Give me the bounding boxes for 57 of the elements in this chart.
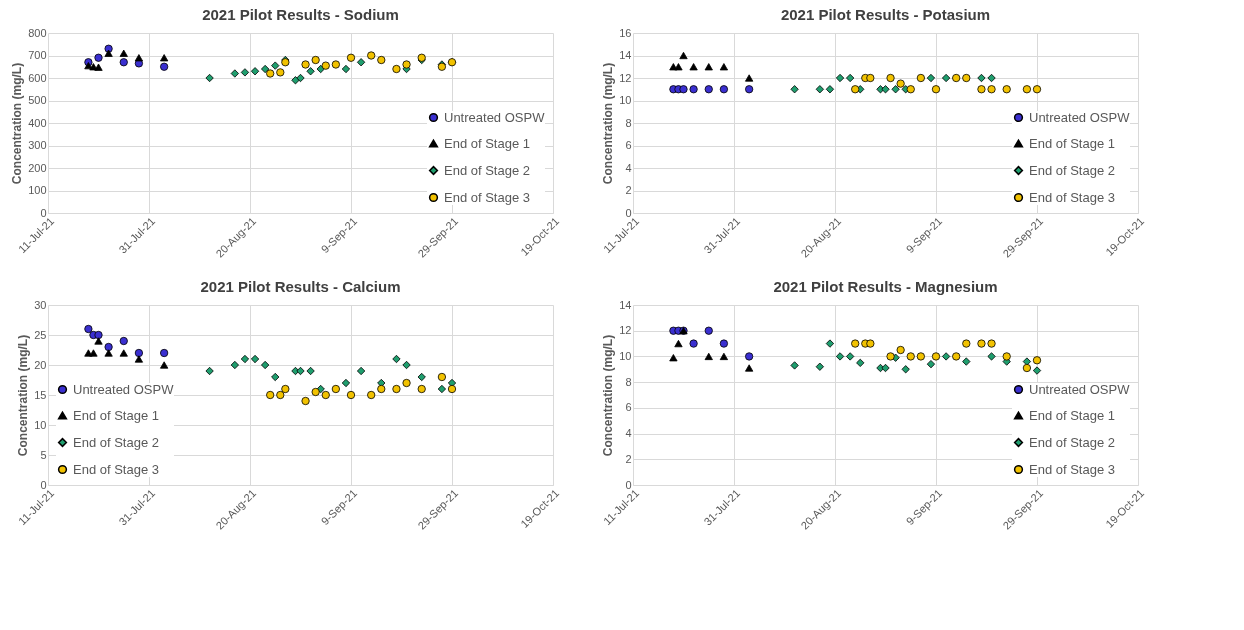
legend-label: Untreated OSPW [73, 381, 175, 397]
y-tick-label: 4 [625, 161, 632, 174]
legend-label: Untreated OSPW [444, 109, 546, 125]
legend-label: End of Stage 1 [1029, 135, 1116, 151]
y-axis-title: Concentration (mg/L) [601, 62, 616, 185]
y-tick-label: 0 [625, 206, 632, 219]
y-axis-title: Concentration (mg/L) [16, 334, 31, 457]
y-tick-label: 8 [625, 116, 632, 129]
y-tick-label: 2 [625, 184, 632, 196]
y-tick-label: 5 [40, 448, 47, 461]
y-tick-label: 15 [34, 388, 47, 401]
y-tick-label: 10 [619, 94, 632, 106]
legend-label: End of Stage 2 [444, 162, 531, 178]
y-tick-label: 800 [28, 26, 47, 39]
legend-label: End of Stage 3 [73, 461, 160, 477]
y-tick-label: 12 [619, 324, 632, 337]
legend-label: End of Stage 1 [73, 407, 160, 423]
chart-title: 2021 Pilot Results - Magnesium [773, 278, 998, 295]
legend-label: End of Stage 3 [444, 189, 531, 205]
y-tick-label: 6 [625, 139, 632, 151]
legend-label: End of Stage 3 [1029, 189, 1116, 205]
legend-label: End of Stage 3 [1029, 461, 1116, 477]
y-tick-label: 14 [619, 298, 632, 311]
y-tick-label: 300 [28, 139, 47, 151]
chart-title: 2021 Pilot Results - Calcium [200, 278, 401, 295]
legend-label: End of Stage 1 [1029, 407, 1116, 423]
chart-title: 2021 Pilot Results - Sodium [202, 6, 399, 23]
y-tick-label: 600 [28, 71, 47, 84]
y-tick-label: 8 [625, 375, 632, 388]
y-tick-label: 6 [625, 401, 632, 414]
y-tick-label: 16 [619, 26, 632, 39]
legend-label: Untreated OSPW [1029, 381, 1131, 397]
y-tick-label: 10 [34, 418, 47, 431]
y-tick-label: 20 [34, 358, 47, 371]
y-tick-label: 4 [625, 427, 632, 440]
y-axis-title: Concentration (mg/L) [10, 62, 25, 185]
y-tick-label: 30 [34, 298, 47, 311]
y-tick-label: 500 [28, 94, 47, 106]
y-axis-title: Concentration (mg/L) [601, 334, 616, 457]
chart-title: 2021 Pilot Results - Potasium [780, 6, 991, 23]
y-tick-label: 100 [28, 184, 47, 196]
y-tick-label: 200 [28, 161, 47, 174]
legend-label: End of Stage 2 [1029, 162, 1116, 178]
y-tick-label: 0 [40, 478, 47, 491]
y-tick-label: 400 [28, 116, 47, 129]
y-tick-label: 700 [28, 49, 47, 61]
y-tick-label: 25 [34, 328, 47, 341]
y-tick-label: 2 [625, 452, 632, 465]
y-tick-label: 0 [40, 206, 47, 219]
legend-label: Untreated OSPW [1029, 109, 1131, 125]
legend-label: End of Stage 2 [1029, 434, 1116, 450]
legend-label: End of Stage 2 [73, 434, 160, 450]
y-tick-label: 12 [619, 71, 632, 84]
y-tick-label: 0 [625, 478, 632, 491]
y-tick-label: 10 [619, 349, 632, 362]
y-tick-label: 14 [619, 49, 632, 61]
legend-label: End of Stage 1 [444, 135, 531, 151]
